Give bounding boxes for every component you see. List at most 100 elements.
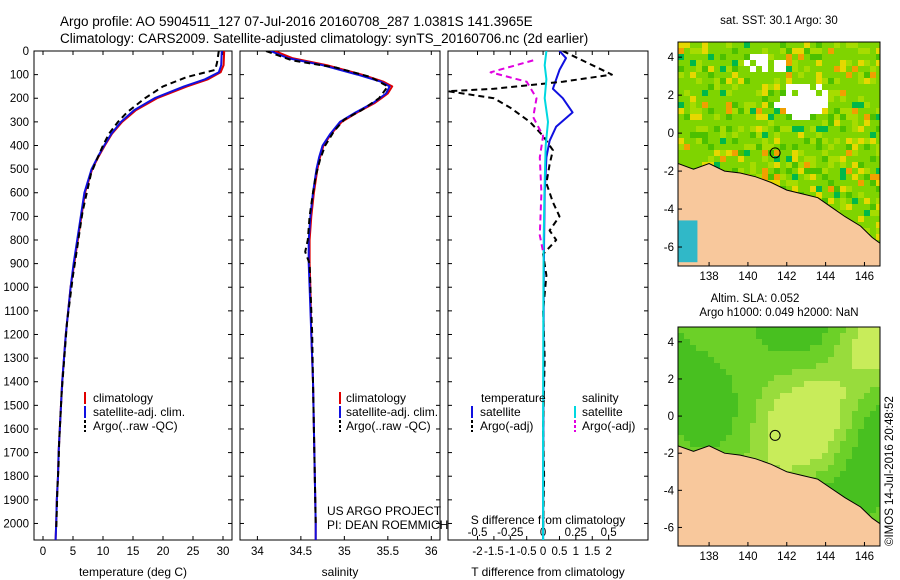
land-mass [678,162,880,266]
map-cell [726,399,732,405]
map-cell [792,90,798,96]
map-cell [798,405,804,411]
map-cell [720,405,726,411]
map-cell [852,375,858,381]
map-cell [810,180,816,186]
map-cell [834,168,840,174]
map-cell [876,453,880,459]
map-cell [846,381,852,387]
map-cell [858,351,864,357]
series-climatology [274,51,394,540]
map-cell [852,357,858,363]
map-cell [678,60,684,66]
map-cell [870,168,876,174]
map-cell [816,399,822,405]
map-cell [786,96,792,102]
series-argo [55,51,220,531]
map-cell [768,381,774,387]
map-cell [858,54,864,60]
map-cell [690,345,696,351]
map-cell [750,381,756,387]
map-cell [768,363,774,369]
map-cell [780,399,786,405]
map-cell [870,375,876,381]
map-cell [708,132,714,138]
map-cell [846,417,852,423]
map-cell [684,441,690,447]
map-cell [876,411,880,417]
map-cell [852,216,858,222]
map-cell [738,42,744,48]
map-cell [696,54,702,60]
map-cell [726,84,732,90]
map-cell [744,399,750,405]
map-cell [756,375,762,381]
map-cell [798,381,804,387]
map-cell [876,387,880,393]
sla-map-title-1: Altim. SLA: 0.052 [711,293,800,305]
map-cell [858,387,864,393]
map-cell [828,333,834,339]
project-credit-1: US ARGO PROJECT [327,504,442,518]
map-cell [738,423,744,429]
map-cell [774,375,780,381]
map-cell [852,102,858,108]
map-cell [816,48,822,54]
map-cell [828,174,834,180]
map-cell [828,387,834,393]
map-cell [702,429,708,435]
map-cell [678,411,684,417]
map-cell [840,357,846,363]
map-cell [684,387,690,393]
map-cell [864,363,870,369]
map-cell [864,411,870,417]
map-cell [858,381,864,387]
map-cell [846,132,852,138]
map-cell [840,429,846,435]
map-cell [852,489,858,495]
map-cell [744,393,750,399]
map-cell [834,351,840,357]
temperature-series [54,51,226,540]
map-cell [732,441,738,447]
map-cell [846,78,852,84]
difference-series [448,51,613,540]
map-cell [834,411,840,417]
map-cell [768,423,774,429]
map-cell [696,150,702,156]
map-cell [864,501,870,507]
map-cell [876,228,880,234]
map-cell [864,54,870,60]
map-cell [714,78,720,84]
map-cell [804,54,810,60]
map-cell [816,72,822,78]
map-cell [756,339,762,345]
map-cell [792,405,798,411]
map-cell [738,144,744,150]
map-cell [846,327,852,333]
map-cell [702,369,708,375]
map-cell [828,417,834,423]
map-cell [702,363,708,369]
series-satellite [54,51,223,540]
map-cell [798,363,804,369]
map-cell [846,42,852,48]
map-cell [768,144,774,150]
map-cell [768,375,774,381]
map-cell [756,369,762,375]
map-cell [858,471,864,477]
map-cell [738,351,744,357]
map-cell [852,381,858,387]
map-cell [840,411,846,417]
map-cell [876,108,880,114]
map-cell [750,78,756,84]
map-cell [738,393,744,399]
map-cell [810,375,816,381]
map-cell [768,345,774,351]
difference-top-label: S difference from climatology [471,513,626,527]
map-cell [810,126,816,132]
map-cell [750,90,756,96]
map-cell [798,369,804,375]
map-cell [786,351,792,357]
map-cell [750,120,756,126]
